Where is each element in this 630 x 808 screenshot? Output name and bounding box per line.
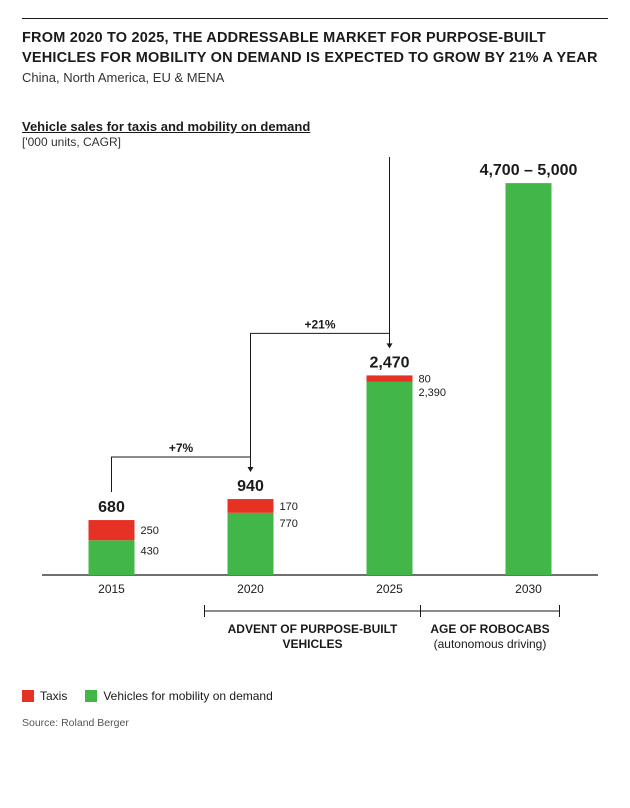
svg-text:2025: 2025 xyxy=(376,582,403,596)
svg-text:940: 940 xyxy=(237,478,264,495)
bar-taxis xyxy=(89,520,135,540)
svg-text:4,700 – 5,000: 4,700 – 5,000 xyxy=(480,162,578,179)
bar-mobility xyxy=(228,513,274,575)
svg-text:430: 430 xyxy=(141,545,159,557)
svg-text:2,390: 2,390 xyxy=(419,387,447,399)
svg-text:VEHICLES: VEHICLES xyxy=(282,637,342,651)
legend-taxis-label: Taxis xyxy=(40,689,67,703)
top-rule xyxy=(22,18,608,19)
swatch-mobility xyxy=(85,690,97,702)
legend-mobility: Vehicles for mobility on demand xyxy=(85,689,272,703)
svg-text:770: 770 xyxy=(280,518,298,530)
svg-text:2015: 2015 xyxy=(98,582,125,596)
chart-area: ADVENT OF PURPOSE-BUILTVEHICLES AGE OF RO… xyxy=(22,157,608,667)
chart-units: ['000 units, CAGR] xyxy=(22,135,608,149)
svg-text:2,470: 2,470 xyxy=(369,355,409,372)
source-line: Source: Roland Berger xyxy=(22,717,608,729)
bar-taxis xyxy=(367,376,413,382)
svg-text:AGE OF ROBOCABS: AGE OF ROBOCABS xyxy=(430,622,549,636)
svg-text:680: 680 xyxy=(98,499,125,516)
svg-text:+21%: +21% xyxy=(304,318,335,332)
chart-title: Vehicle sales for taxis and mobility on … xyxy=(22,119,608,134)
page-subtitle: China, North America, EU & MENA xyxy=(22,70,608,85)
svg-text:250: 250 xyxy=(141,525,159,537)
svg-text:+7%: +7% xyxy=(169,441,194,455)
svg-text:(autonomous driving): (autonomous driving) xyxy=(434,637,547,651)
bar-mobility xyxy=(506,183,552,575)
svg-text:80: 80 xyxy=(419,374,431,386)
svg-text:ADVENT OF PURPOSE-BUILT: ADVENT OF PURPOSE-BUILT xyxy=(228,622,398,636)
legend: Taxis Vehicles for mobility on demand xyxy=(22,689,608,703)
svg-text:2030: 2030 xyxy=(515,582,542,596)
chart-svg: ADVENT OF PURPOSE-BUILTVEHICLES AGE OF RO… xyxy=(22,157,608,667)
bar-taxis xyxy=(228,499,274,513)
bar-mobility xyxy=(89,540,135,575)
svg-text:2020: 2020 xyxy=(237,582,264,596)
page-title: FROM 2020 TO 2025, THE ADDRESSABLE MARKE… xyxy=(22,29,608,68)
legend-mobility-label: Vehicles for mobility on demand xyxy=(103,689,272,703)
legend-taxis: Taxis xyxy=(22,689,67,703)
svg-text:170: 170 xyxy=(280,501,298,513)
swatch-taxis xyxy=(22,690,34,702)
bar-mobility xyxy=(367,382,413,575)
